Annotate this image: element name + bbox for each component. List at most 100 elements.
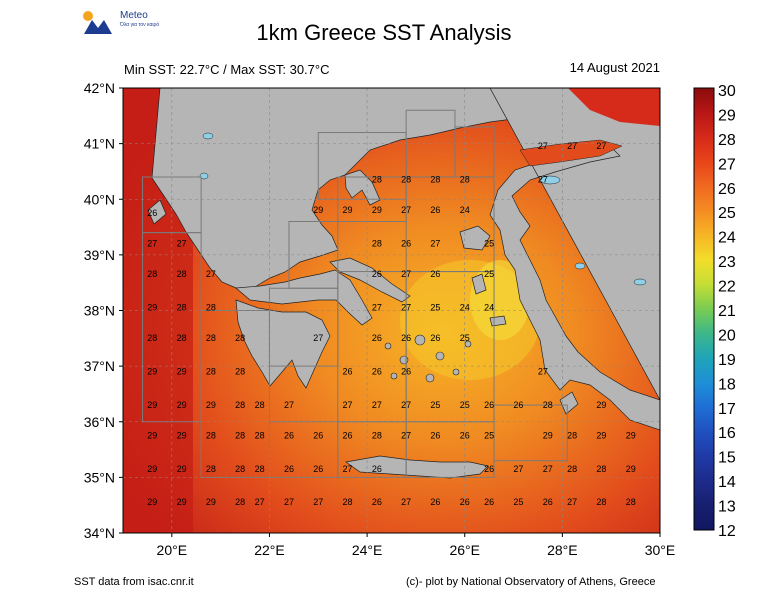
data-source-note: SST data from isac.cnr.it xyxy=(74,576,194,588)
logo-tagline: Όλα για τον καιρό xyxy=(120,22,160,28)
logo-name: Meteo xyxy=(120,10,148,21)
sst-label: 26 xyxy=(513,400,523,410)
sst-label: 28 xyxy=(235,430,245,440)
sst-label: 26 xyxy=(284,430,294,440)
colorbar-label: 23 xyxy=(718,254,736,271)
sst-label: 26 xyxy=(372,366,382,376)
sst-label: 26 xyxy=(401,333,411,343)
sst-label: 27 xyxy=(343,464,353,474)
sst-label: 27 xyxy=(284,400,294,410)
sst-label: 29 xyxy=(343,205,353,215)
sst-label: 28 xyxy=(235,464,245,474)
colorbar-label: 29 xyxy=(718,107,736,124)
sst-label: 29 xyxy=(313,205,323,215)
sst-label: 26 xyxy=(484,497,494,507)
sst-label: 28 xyxy=(206,464,216,474)
graticule xyxy=(123,88,660,533)
colorbar-label: 24 xyxy=(718,230,736,247)
sst-label: 28 xyxy=(235,497,245,507)
sst-label: 27 xyxy=(538,141,548,151)
sst-label: 28 xyxy=(372,239,382,249)
sst-label: 28 xyxy=(626,497,636,507)
sst-label: 29 xyxy=(372,205,382,215)
latitude-label: 37°N xyxy=(84,358,115,374)
colorbar-label: 30 xyxy=(718,83,736,100)
sst-label: 28 xyxy=(206,303,216,313)
sst-label: 27 xyxy=(401,430,411,440)
credit-note: (c)- plot by National Observatory of Ath… xyxy=(406,576,656,588)
sst-label: 25 xyxy=(513,497,523,507)
longitude-label: 28°E xyxy=(547,542,578,558)
sst-label: 29 xyxy=(177,464,187,474)
sst-label: 27 xyxy=(147,239,157,249)
sea-of-marmara xyxy=(519,139,623,167)
longitude-label: 20°E xyxy=(157,542,188,558)
sst-label: 26 xyxy=(430,333,440,343)
logo-mark-icon xyxy=(84,20,112,34)
sst-label: 27 xyxy=(284,497,294,507)
sst-label: 26 xyxy=(343,430,353,440)
sst-label: 27 xyxy=(401,400,411,410)
sst-label: 25 xyxy=(460,400,470,410)
latitude-label: 42°N xyxy=(84,80,115,96)
meteo-logo xyxy=(83,11,112,34)
sst-label: 27 xyxy=(401,303,411,313)
sst-label: 27 xyxy=(372,400,382,410)
land-chalkidiki xyxy=(344,169,381,206)
colorbar-label: 27 xyxy=(718,156,736,173)
sst-label: 28 xyxy=(206,366,216,376)
min-max-sst: Min SST: 22.7°C / Max SST: 30.7°C xyxy=(124,62,330,77)
longitude-label: 30°E xyxy=(645,542,676,558)
sst-label: 28 xyxy=(460,175,470,185)
sst-label: 26 xyxy=(147,208,157,218)
sst-label: 26 xyxy=(401,239,411,249)
sst-label: 28 xyxy=(430,175,440,185)
axis-labels: 42°N 41°N 40°N 39°N 38°N 37°N 36°N 35°N 34°N 20°E… xyxy=(84,80,676,558)
region-box xyxy=(288,221,339,289)
sst-label: 28 xyxy=(206,333,216,343)
sst-label: 26 xyxy=(430,430,440,440)
sst-label: 28 xyxy=(401,175,411,185)
sst-label: 27 xyxy=(567,141,577,151)
sst-label: 29 xyxy=(147,497,157,507)
sst-label: 28 xyxy=(255,464,265,474)
sst-label: 26 xyxy=(284,464,294,474)
sst-label: 29 xyxy=(177,366,187,376)
sst-value-labels: 27 27 27 27 28 28 28 28 26 29 29 29 27 26 24 27 27 28 26 27… xyxy=(147,141,635,507)
sst-label: 29 xyxy=(206,400,216,410)
sst-label: 26 xyxy=(401,366,411,376)
sst-label: 28 xyxy=(177,269,187,279)
sst-label: 27 xyxy=(543,464,553,474)
map-area: 27 27 27 27 28 28 28 28 26 29 29 29 27 26 24 27 27 28 26 27… xyxy=(123,88,660,533)
sst-label: 28 xyxy=(206,430,216,440)
colorbar-label: 12 xyxy=(718,523,736,540)
sst-label: 29 xyxy=(626,430,636,440)
sst-label: 28 xyxy=(255,430,265,440)
sst-label: 29 xyxy=(147,366,157,376)
colorbar-label: 18 xyxy=(718,376,736,393)
map-title: 1km Greece SST Analysis xyxy=(256,20,512,45)
sst-label: 26 xyxy=(430,205,440,215)
sst-label: 27 xyxy=(343,400,353,410)
sst-label: 28 xyxy=(372,175,382,185)
land-samos xyxy=(489,315,507,327)
colorbar-label: 17 xyxy=(718,401,736,418)
cyclades-islands xyxy=(384,334,472,383)
sst-label: 29 xyxy=(147,464,157,474)
colorbar-label: 19 xyxy=(718,352,736,369)
land-lesvos xyxy=(459,225,491,251)
sst-label: 26 xyxy=(460,497,470,507)
sst-label: 28 xyxy=(235,366,245,376)
region-box xyxy=(454,126,495,178)
land-corfu xyxy=(147,199,167,225)
colorbar-label: 20 xyxy=(718,327,736,344)
sst-label: 26 xyxy=(372,497,382,507)
latitude-label: 39°N xyxy=(84,247,115,263)
black-sea xyxy=(568,88,660,126)
sst-label: 27 xyxy=(206,269,216,279)
aegean-coolest-patch xyxy=(470,260,530,340)
latitude-label: 38°N xyxy=(84,303,115,319)
sst-label: 26 xyxy=(430,269,440,279)
sst-label: 28 xyxy=(567,430,577,440)
